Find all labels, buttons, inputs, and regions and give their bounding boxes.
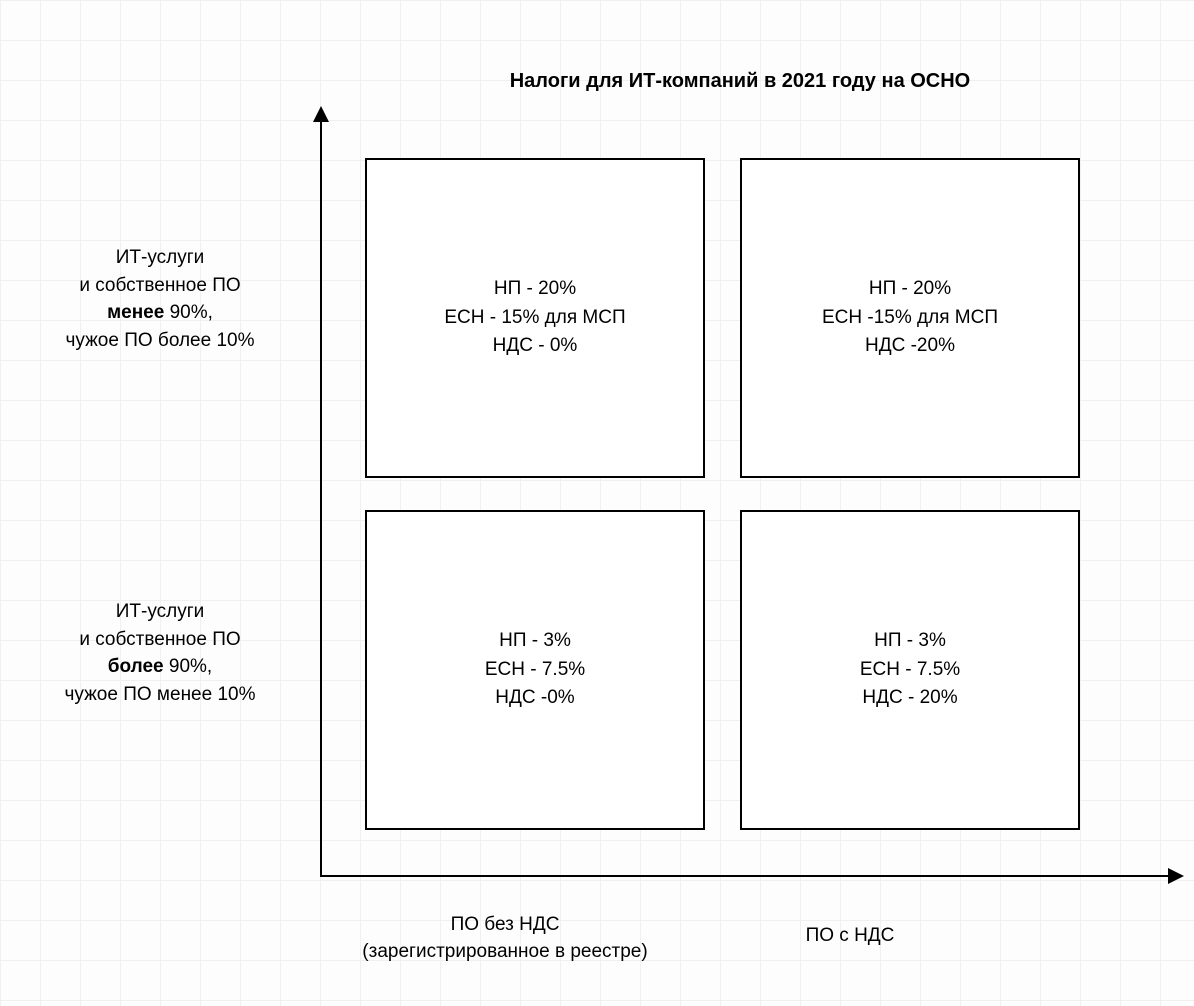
- label-line: ПО без НДС: [451, 914, 560, 935]
- y-axis-arrow-icon: [313, 106, 329, 122]
- label-line-bold: менее: [107, 302, 164, 323]
- label-line-bold: более: [108, 656, 164, 677]
- cell-line: ЕСН - 15% для МСП: [444, 304, 625, 333]
- quadrant-cell-bottom-right: НП - 3% ЕСН - 7.5% НДС - 20%: [740, 510, 1080, 830]
- x-axis-line: [320, 875, 1170, 877]
- label-line-post: 90%,: [164, 656, 213, 677]
- cell-line: НП - 20%: [869, 275, 951, 304]
- label-line: ПО с НДС: [806, 925, 895, 946]
- label-line: ИТ-услуги: [116, 601, 205, 622]
- quadrant-cell-bottom-left: НП - 3% ЕСН - 7.5% НДС -0%: [365, 510, 705, 830]
- grid-background: [0, 0, 1194, 1006]
- cell-line: НДС -0%: [495, 684, 574, 713]
- y-axis-label-top: ИТ-услуги и собственное ПО менее 90%, чу…: [20, 244, 300, 354]
- y-axis-label-bottom: ИТ-услуги и собственное ПО более 90%, чу…: [20, 598, 300, 708]
- quadrant-cell-top-right: НП - 20% ЕСН -15% для МСП НДС -20%: [740, 158, 1080, 478]
- label-line: и собственное ПО: [79, 629, 240, 650]
- label-line-post: 90%,: [164, 302, 213, 323]
- cell-line: НДС -20%: [865, 332, 955, 361]
- cell-line: НП - 3%: [499, 627, 571, 656]
- label-line: чужое ПО менее 10%: [64, 684, 255, 705]
- label-line: ИТ-услуги: [116, 247, 205, 268]
- label-line: (зарегистрированное в реестре): [362, 941, 647, 962]
- label-line: чужое ПО более 10%: [65, 330, 254, 351]
- cell-line: НП - 3%: [874, 627, 946, 656]
- cell-line: НП - 20%: [494, 275, 576, 304]
- diagram-title: Налоги для ИТ-компаний в 2021 году на ОС…: [480, 70, 1000, 93]
- cell-line: ЕСН - 7.5%: [485, 656, 585, 685]
- cell-line: НДС - 20%: [862, 684, 957, 713]
- x-axis-label-left: ПО без НДС (зарегистрированное в реестре…: [310, 912, 700, 965]
- cell-line: ЕСН -15% для МСП: [822, 304, 998, 333]
- label-line: и собственное ПО: [79, 275, 240, 296]
- cell-line: НДС - 0%: [493, 332, 578, 361]
- cell-line: ЕСН - 7.5%: [860, 656, 960, 685]
- quadrant-cell-top-left: НП - 20% ЕСН - 15% для МСП НДС - 0%: [365, 158, 705, 478]
- x-axis-arrow-icon: [1168, 868, 1184, 884]
- y-axis-line: [320, 115, 322, 875]
- x-axis-label-right: ПО с НДС: [720, 923, 980, 950]
